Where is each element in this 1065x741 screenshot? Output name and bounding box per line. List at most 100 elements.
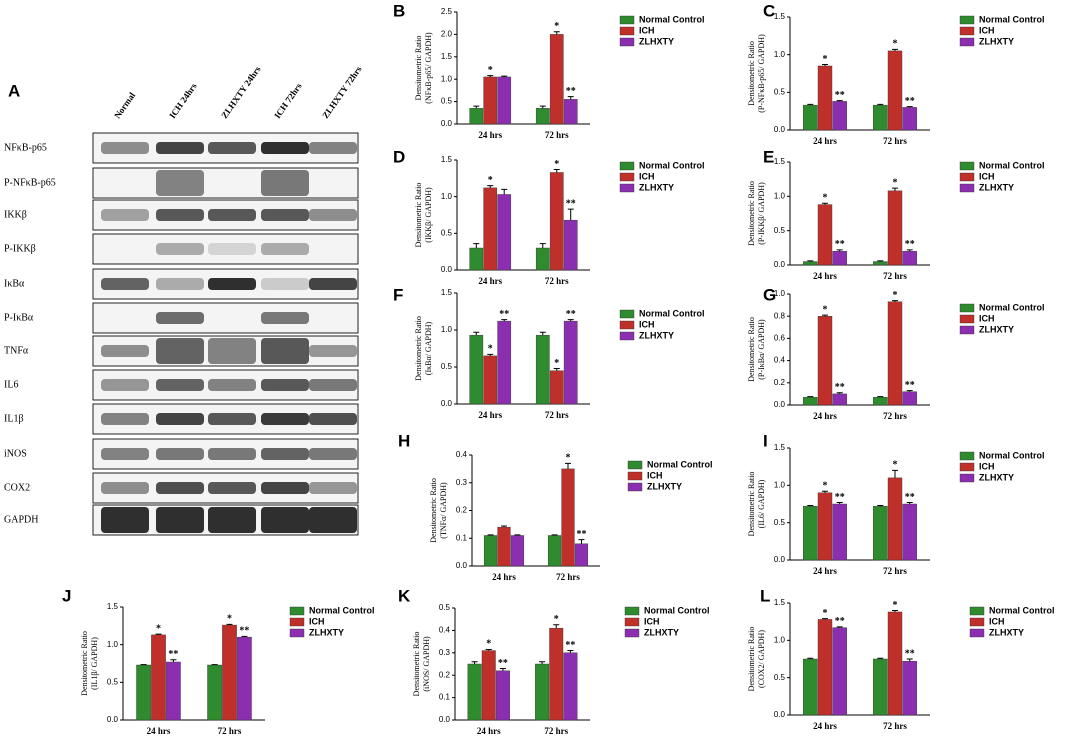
- y-tick-label: 1.0: [774, 480, 786, 489]
- blot-band: [156, 448, 204, 460]
- row-label: IKKβ: [4, 209, 27, 220]
- y-tick-label: 0.0: [441, 399, 453, 408]
- y-tick-label: 0.2: [774, 378, 786, 387]
- blot-band: [309, 413, 357, 425]
- y-axis-label: (IκBα/ GAPDH): [424, 322, 433, 376]
- y-tick-label: 1.0: [441, 325, 453, 334]
- error-bar: [892, 187, 898, 191]
- legend-label: ZLHXTY: [309, 627, 344, 637]
- blot-box: [92, 167, 359, 199]
- bar: [902, 503, 917, 561]
- x-tick-label: 24 hrs: [813, 721, 837, 731]
- legend-label: ZLHXTY: [979, 324, 1014, 334]
- panel-label: L: [760, 586, 770, 605]
- significance-mark: **: [835, 492, 845, 503]
- error-bar: [539, 105, 546, 109]
- y-axis-label: (IKKβ/ GAPDH): [424, 187, 433, 243]
- x-tick-label: 72 hrs: [556, 572, 580, 582]
- panel-label: B: [393, 1, 405, 20]
- blot-band: [101, 507, 149, 533]
- significance-mark: *: [823, 54, 828, 65]
- blot-band: [261, 312, 309, 324]
- legend-swatch: [619, 320, 635, 330]
- bar: [561, 468, 575, 567]
- bar: [535, 108, 550, 125]
- x-tick-label: 24 hrs: [492, 572, 516, 582]
- bar: [803, 104, 818, 131]
- blot-band: [208, 379, 256, 391]
- significance-mark: *: [156, 623, 161, 634]
- y-tick-label: 1.5: [107, 602, 119, 611]
- y-tick-label: 1.0: [107, 640, 119, 649]
- x-tick-label: 24 hrs: [478, 410, 502, 420]
- y-tick-label: 1.5: [774, 598, 786, 607]
- y-axis-label: (COX2/ GAPDH): [757, 630, 766, 688]
- y-axis-label: (P-IKKβ/ GAPDH): [757, 182, 766, 245]
- legend-label: Normal Control: [979, 302, 1045, 312]
- significance-mark: **: [905, 648, 915, 659]
- error-bar: [807, 504, 814, 507]
- y-axis-label: Densitometric Ratio: [414, 316, 423, 381]
- legend-label: ZLHXTY: [644, 627, 679, 637]
- error-bar: [822, 618, 828, 620]
- significance-mark: *: [893, 460, 898, 471]
- significance-mark: *: [554, 358, 559, 369]
- legend-label: ZLHXTY: [647, 481, 682, 491]
- y-tick-label: 0.3: [439, 648, 451, 657]
- legend-label: ZLHXTY: [639, 330, 674, 340]
- legend-swatch: [619, 37, 635, 47]
- lane-label: ICH 72hrs: [272, 81, 304, 121]
- bar: [469, 334, 484, 405]
- legend-swatch: [627, 482, 643, 492]
- y-tick-label: 1.0: [774, 289, 786, 298]
- legend-label: ICH: [979, 461, 995, 471]
- bar: [469, 108, 484, 125]
- y-tick-label: 0.4: [439, 626, 451, 635]
- legend-label: ICH: [639, 25, 655, 35]
- legend-label: ZLHXTY: [979, 182, 1014, 192]
- significance-mark: **: [498, 658, 508, 669]
- bar: [902, 107, 917, 131]
- error-bar: [892, 469, 898, 478]
- x-tick-label: 72 hrs: [883, 136, 907, 146]
- panel-label: C: [763, 1, 775, 20]
- row-label: GAPDH: [4, 514, 38, 525]
- significance-mark: *: [554, 159, 559, 170]
- blot-band: [101, 413, 149, 425]
- bar: [497, 194, 512, 271]
- blot-band: [261, 338, 309, 364]
- y-tick-label: 1.0: [774, 50, 786, 59]
- blot-band: [309, 448, 357, 460]
- error-bar: [877, 260, 884, 262]
- legend-label: ZLHXTY: [979, 472, 1014, 482]
- error-bar: [807, 260, 814, 262]
- bar: [497, 320, 512, 405]
- error-bar: [906, 106, 913, 108]
- bar: [887, 50, 903, 131]
- error-bar: [807, 657, 814, 659]
- bar: [887, 611, 903, 716]
- bar: [563, 652, 578, 721]
- error-bar: [836, 626, 843, 628]
- error-bar: [487, 185, 494, 188]
- significance-mark: *: [823, 192, 828, 203]
- legend-label: Normal Control: [639, 308, 705, 318]
- error-bar: [226, 623, 233, 626]
- bar: [497, 76, 512, 125]
- blot-band: [261, 278, 309, 290]
- y-tick-label: 0.0: [107, 715, 119, 724]
- error-bar: [822, 63, 828, 66]
- legend-label: ZLHXTY: [639, 182, 674, 192]
- significance-mark: **: [835, 239, 845, 250]
- x-tick-label: 24 hrs: [147, 726, 171, 736]
- error-bar: [501, 525, 507, 528]
- legend-label: ICH: [639, 171, 655, 181]
- blot-band: [309, 507, 357, 533]
- significance-mark: **: [905, 96, 915, 107]
- y-tick-label: 0.0: [774, 400, 786, 409]
- blot-band: [101, 142, 149, 154]
- y-tick-label: 1.5: [774, 157, 786, 166]
- bar: [483, 76, 498, 125]
- bar: [832, 251, 847, 266]
- lane-label: ICH 24hrs: [167, 81, 199, 121]
